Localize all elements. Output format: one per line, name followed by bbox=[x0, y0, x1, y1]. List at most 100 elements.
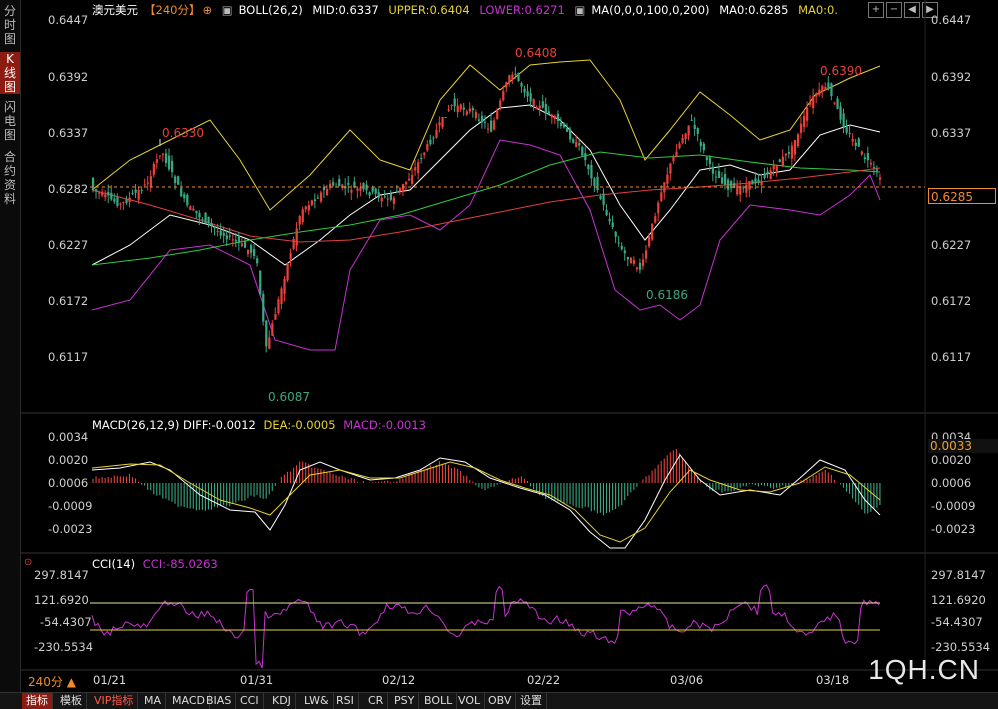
candle-body bbox=[447, 109, 450, 111]
tab-rsi[interactable]: RSI bbox=[332, 693, 359, 709]
candle-body bbox=[581, 146, 584, 156]
candle-body bbox=[626, 257, 630, 260]
candle-body bbox=[754, 178, 757, 184]
candle-body bbox=[605, 209, 608, 216]
tab-psy[interactable]: PSY bbox=[390, 693, 420, 709]
candle-body bbox=[693, 124, 696, 129]
candle-body bbox=[408, 178, 411, 181]
candle-body bbox=[286, 263, 289, 281]
candle-body bbox=[781, 156, 784, 166]
candle-body bbox=[699, 141, 702, 147]
candle-body bbox=[575, 141, 578, 148]
candle-body bbox=[158, 155, 162, 157]
date-label: 01/31 bbox=[240, 673, 274, 687]
candle-body bbox=[192, 208, 195, 211]
price-axis-label-right: 0.6172 bbox=[931, 294, 972, 308]
tab-obv[interactable]: OBV bbox=[484, 693, 517, 709]
candle-body bbox=[137, 189, 140, 200]
macd-title: MACD(26,12,9) bbox=[92, 418, 180, 432]
tab-vip-[interactable]: VIP指标 bbox=[90, 693, 139, 709]
period-label[interactable]: 【240分】 bbox=[144, 3, 201, 17]
candle-body bbox=[362, 183, 365, 190]
candle-body bbox=[234, 240, 238, 242]
cci-line bbox=[91, 584, 880, 669]
timeframe-selector[interactable]: 240分 ▲ bbox=[28, 675, 76, 689]
candle-body bbox=[608, 218, 611, 222]
candle-body bbox=[465, 111, 468, 115]
cci-axis-label-right: 297.8147 bbox=[931, 568, 986, 582]
candle-body bbox=[584, 153, 587, 161]
candle-body bbox=[371, 186, 374, 192]
cci-close-icon[interactable]: ⊙ bbox=[24, 557, 33, 568]
candle-body bbox=[851, 138, 854, 142]
cci-axis-label: 121.6920 bbox=[34, 593, 89, 607]
tab-bias[interactable]: BIAS bbox=[202, 693, 237, 709]
boll-lower-line bbox=[91, 139, 881, 351]
zoom-out-icon[interactable]: − bbox=[886, 2, 902, 18]
tab--[interactable]: 模板 bbox=[56, 693, 87, 709]
candle-body bbox=[304, 206, 307, 210]
candle-body bbox=[760, 180, 763, 186]
cci-value: CCI:-85.0263 bbox=[142, 557, 218, 571]
candle-body bbox=[614, 231, 617, 237]
macd-axis-label: 0.0006 bbox=[48, 476, 89, 490]
candle-body bbox=[517, 72, 520, 81]
tab-lw-[interactable]: LW& bbox=[300, 693, 334, 709]
candle-body bbox=[730, 181, 733, 189]
candle-body bbox=[724, 174, 727, 185]
tab-cci[interactable]: CCI bbox=[236, 693, 264, 709]
zoom-in-icon[interactable]: + bbox=[868, 2, 884, 18]
candle-body bbox=[456, 105, 459, 113]
tab-contract-info[interactable]: 合 约 资 料 bbox=[3, 150, 16, 206]
candle-body bbox=[842, 113, 845, 127]
price-axis-label: 0.6392 bbox=[48, 70, 89, 84]
candle-body bbox=[645, 250, 648, 259]
period-add-icon[interactable]: ⊕ bbox=[202, 3, 213, 17]
candle-body bbox=[763, 173, 766, 178]
ma-toggle-icon[interactable]: ▣ bbox=[574, 3, 586, 17]
candle-body bbox=[271, 323, 274, 336]
candle-body bbox=[778, 159, 781, 162]
scroll-left-icon[interactable]: ◀ bbox=[904, 2, 920, 18]
tab-kdj[interactable]: KDJ bbox=[268, 693, 296, 709]
candle-body bbox=[152, 164, 156, 175]
tab-boll[interactable]: BOLL bbox=[420, 693, 458, 709]
annotation-low-2: 0.6186 bbox=[646, 288, 688, 302]
candle-body bbox=[556, 113, 560, 122]
candle-body bbox=[426, 144, 429, 151]
cci-axis-label-right: -54.4307 bbox=[931, 615, 983, 629]
chart-canvas[interactable]: 0.6330 0.6408 0.6390 0.6087 0.6186 bbox=[0, 0, 998, 692]
candle-body bbox=[283, 278, 286, 294]
date-label: 03/18 bbox=[816, 673, 850, 687]
candle-body bbox=[222, 232, 225, 236]
candle-body bbox=[720, 177, 724, 184]
tab-macd[interactable]: MACD bbox=[168, 693, 210, 709]
macd-legend: MACD(26,12,9) DIFF:-0.0012 DEA:-0.0005 M… bbox=[92, 418, 426, 432]
price-axis-label: 0.6172 bbox=[48, 294, 89, 308]
tab-vol[interactable]: VOL bbox=[454, 693, 486, 709]
tab--[interactable]: 设置 bbox=[516, 693, 547, 709]
tab-timeshare[interactable]: 分 时 图 bbox=[3, 4, 16, 46]
boll-toggle-icon[interactable]: ▣ bbox=[221, 3, 233, 17]
tab-flash-chart[interactable]: 闪 电 图 bbox=[3, 100, 16, 142]
macd-axis-label-right: -0.0023 bbox=[931, 522, 976, 536]
candle-body bbox=[818, 89, 821, 95]
tab--[interactable]: 指标 bbox=[22, 693, 53, 709]
tab-ma[interactable]: MA bbox=[140, 693, 167, 709]
candle-body bbox=[262, 293, 265, 322]
price-axis-label-right: 0.6117 bbox=[931, 350, 972, 364]
candle-body bbox=[377, 192, 380, 198]
scroll-right-icon[interactable]: ▶ bbox=[922, 2, 938, 18]
price-axis-label: 0.6282 bbox=[48, 182, 89, 196]
tab-kline[interactable]: K 线 图 bbox=[0, 52, 20, 94]
date-label: 02/12 bbox=[382, 673, 416, 687]
candle-body bbox=[566, 128, 569, 132]
price-axis-label: 0.6337 bbox=[48, 126, 89, 140]
candle-body bbox=[216, 230, 219, 232]
candle-body bbox=[149, 176, 152, 188]
tab-cr[interactable]: CR bbox=[364, 693, 389, 709]
candle-body bbox=[468, 108, 472, 112]
candle-body bbox=[766, 171, 769, 174]
candle-body bbox=[471, 108, 475, 111]
candle-body bbox=[398, 187, 402, 192]
